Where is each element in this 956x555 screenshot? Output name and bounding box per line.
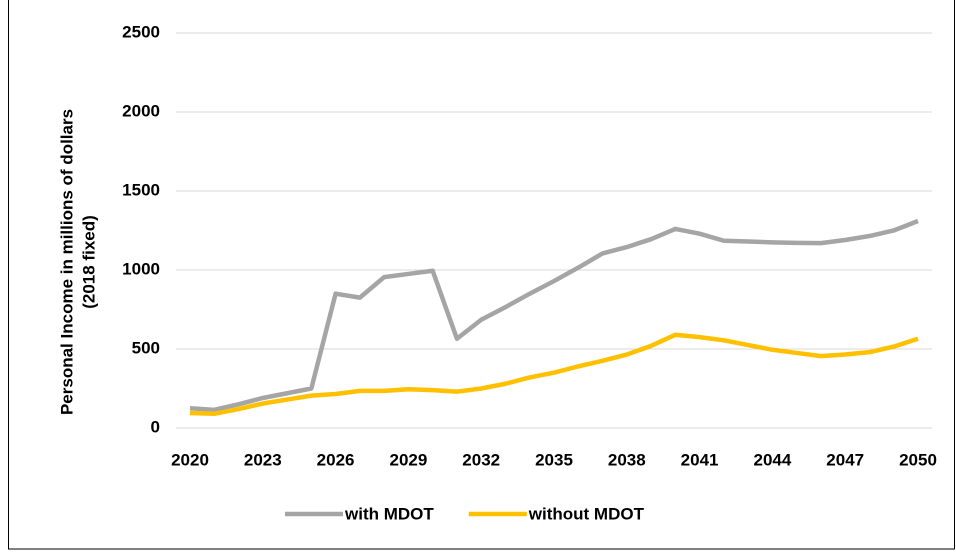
y-tick-label: 2000 xyxy=(122,101,160,120)
y-tick-label: 500 xyxy=(132,338,160,357)
y-axis-label-line: (2018 fixed) xyxy=(79,215,98,309)
legend-label: without MDOT xyxy=(528,504,645,523)
y-tick-label: 1000 xyxy=(122,259,160,278)
x-tick-label: 2032 xyxy=(462,450,500,469)
y-axis-label-line: Personal Income in millions of dollars xyxy=(57,109,76,415)
chart-border xyxy=(8,0,955,550)
data-line xyxy=(189,332,919,417)
x-tick-label: 2026 xyxy=(317,450,355,469)
y-tick-label: 0 xyxy=(151,417,160,436)
x-tick-label: 2041 xyxy=(681,450,719,469)
legend-label: with MDOT xyxy=(344,504,434,523)
y-tick-label: 2500 xyxy=(122,22,160,41)
x-tick-label: 2044 xyxy=(753,450,791,469)
y-axis-label: Personal Income in millions of dollars (… xyxy=(57,109,98,415)
y-tick-label: 1500 xyxy=(122,180,160,199)
data-line xyxy=(189,218,919,413)
x-tick-label: 2023 xyxy=(244,450,282,469)
x-tick-label: 2050 xyxy=(899,450,937,469)
x-tick-label: 2038 xyxy=(608,450,646,469)
x-tick-label: 2047 xyxy=(826,450,864,469)
x-tick-label: 2029 xyxy=(389,450,427,469)
x-tick-label: 2020 xyxy=(171,450,209,469)
x-tick-label: 2035 xyxy=(535,450,573,469)
